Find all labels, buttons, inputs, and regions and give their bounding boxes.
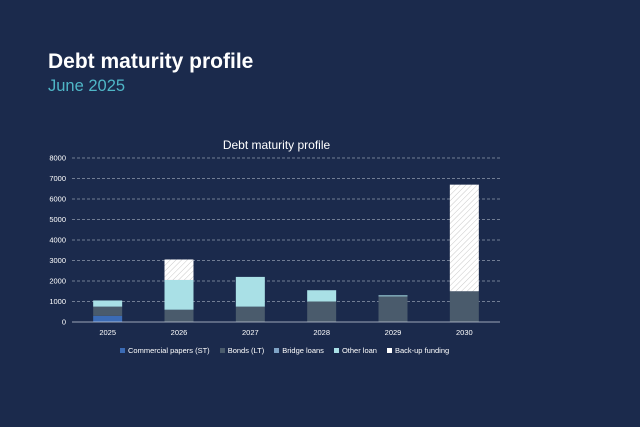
legend-label: Bonds (LT)	[227, 346, 265, 355]
x-tick-label: 2029	[385, 328, 402, 337]
y-tick-label: 3000	[49, 256, 66, 265]
legend-item: Other loan	[333, 346, 377, 355]
legend-swatch	[120, 348, 125, 353]
bar-segment	[235, 276, 265, 307]
legend: Commercial papers (ST) Bonds (LT) Bridge l…	[120, 346, 449, 355]
legend-item: Bridge loans	[274, 346, 324, 355]
bar-segment	[307, 290, 337, 302]
y-tick-label: 7000	[49, 174, 66, 183]
legend-label: Back-up funding	[394, 346, 450, 355]
legend-label: Commercial papers (ST)	[128, 346, 210, 355]
x-tick-label: 2030	[456, 328, 473, 337]
bar-segment	[164, 279, 194, 310]
y-tick-label: 2000	[49, 277, 66, 286]
y-tick-label: 5000	[49, 215, 66, 224]
chart-title: Debt maturity profile	[222, 138, 331, 152]
slide-title: Debt maturity profile	[48, 50, 254, 73]
axes: 0 1000 2000 3000 4000 5000 6000 7000 8000 2025 202…	[49, 154, 500, 337]
bar-segment	[235, 306, 265, 322]
bar-segment	[449, 184, 479, 292]
legend-item: Back-up funding	[386, 346, 450, 355]
bar-segment	[449, 291, 479, 322]
legend-item: Bonds (LT)	[219, 346, 265, 355]
x-tick-label: 2025	[99, 328, 116, 337]
slide-subtitle: June 2025	[48, 77, 126, 95]
legend-label: Other loan	[341, 346, 377, 355]
y-tick-label: 4000	[49, 236, 66, 245]
bar-segment	[378, 295, 408, 297]
bar-segment	[93, 306, 123, 316]
y-tick-label: 0	[62, 318, 66, 327]
bar-segment	[164, 309, 194, 322]
bars	[93, 184, 479, 322]
y-tick-label: 1000	[49, 297, 66, 306]
bar-segment	[307, 301, 337, 322]
bar-segment	[378, 296, 408, 322]
legend-swatch	[219, 348, 225, 353]
x-tick-label: 2027	[242, 328, 259, 337]
legend-label: Bridge loans	[282, 346, 324, 355]
legend-swatch	[274, 348, 280, 353]
x-tick-label: 2028	[313, 328, 330, 337]
bar-segment	[93, 315, 123, 322]
bar-segment	[93, 300, 123, 307]
grid-lines	[72, 157, 500, 302]
x-tick-label: 2026	[171, 328, 188, 337]
y-tick-label: 8000	[49, 154, 66, 163]
bar-segment	[164, 259, 194, 280]
legend-item: Commercial papers (ST)	[120, 346, 210, 355]
legend-swatch	[386, 348, 392, 353]
y-tick-label: 6000	[49, 195, 66, 204]
legend-swatch	[333, 348, 339, 353]
